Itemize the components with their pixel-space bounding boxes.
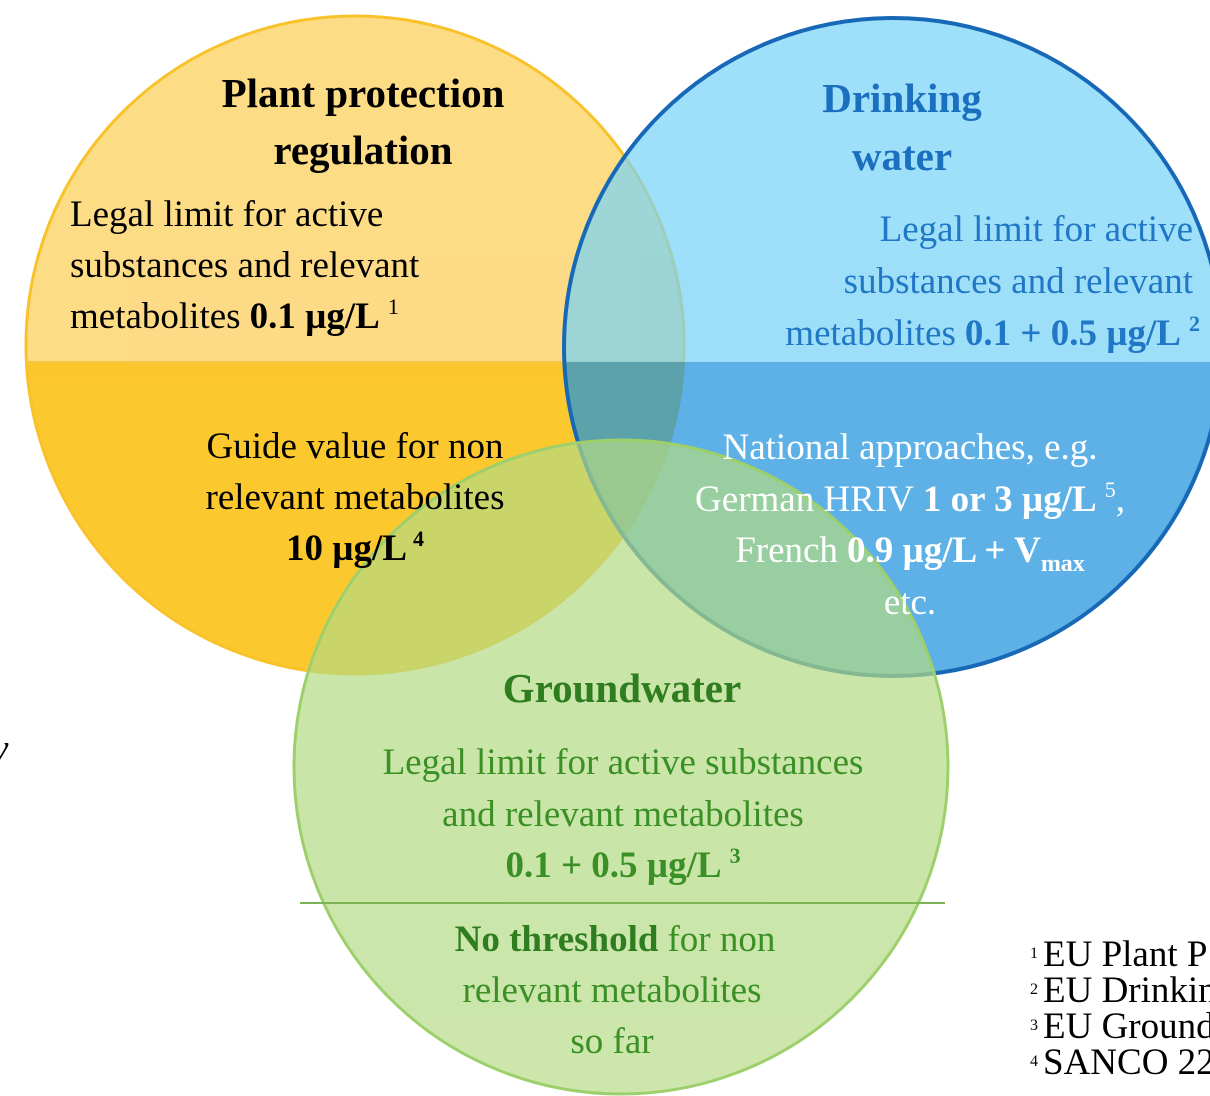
footnote-text: EU Plant P: [1043, 934, 1207, 975]
footnote-text: EU Ground: [1043, 1006, 1210, 1047]
footnote-mark: 4: [1030, 1053, 1038, 1070]
footnote-text: EU Drinkin: [1043, 970, 1210, 1011]
text-line: substances and relevant: [844, 261, 1194, 302]
footnote: 4 SANCO 22: [1030, 1042, 1210, 1083]
footnote-mark: 3: [1030, 1017, 1038, 1034]
bold-text: No threshold: [455, 919, 659, 960]
text-line: Legal limit for active substances: [383, 742, 864, 783]
text-line: relevant metabolites: [206, 477, 505, 518]
footnote-mark: 1: [1030, 945, 1038, 962]
note: 3: [730, 843, 741, 868]
title: Plant protection: [222, 70, 505, 116]
note: 5: [1105, 477, 1116, 502]
text-line: German HRIV 1 or 3 µg/L 5,: [695, 477, 1125, 520]
value: 10 µg/L: [286, 528, 407, 569]
note: 4: [413, 526, 424, 551]
title: water: [852, 133, 952, 179]
text: French: [735, 530, 838, 571]
text-line: Legal limit for active: [70, 194, 383, 235]
value: 0.1 + 0.5 µg/L: [505, 845, 721, 886]
drinking-water-text: Drinking water Legal limit for active su…: [695, 75, 1200, 623]
text: for non: [667, 919, 775, 960]
footnote: 1 EU Plant P: [1030, 934, 1207, 975]
value: 0.1 + 0.5 µg/L: [965, 313, 1181, 354]
value: 1 or 3 µg/L: [923, 479, 1097, 520]
title: Groundwater: [503, 665, 741, 711]
text-line: National approaches, e.g.: [723, 427, 1098, 468]
footnote: 2 EU Drinkin: [1030, 970, 1210, 1011]
text-line: 10 µg/L 4: [286, 526, 424, 569]
text: German HRIV: [695, 479, 914, 520]
groundwater-text: Groundwater Legal limit for active subst…: [383, 665, 864, 1062]
note: 2: [1189, 311, 1200, 336]
text-line: French 0.9 µg/L + Vmax: [735, 530, 1085, 577]
text-line: relevant metabolites: [463, 970, 762, 1011]
text-line: No threshold for non: [455, 919, 776, 960]
text-line: and relevant metabolites: [442, 794, 804, 835]
footnote-mark: 2: [1030, 981, 1038, 998]
footnote: 3 EU Ground: [1030, 1006, 1210, 1047]
text: metabolites: [785, 313, 956, 354]
text-line: metabolites 0.1 µg/L 1: [70, 294, 399, 337]
groundwater-outline: [292, 438, 950, 1096]
stray-letter: y: [0, 728, 9, 769]
title: regulation: [273, 127, 452, 173]
text-line: metabolites 0.1 + 0.5 µg/L 2: [785, 311, 1200, 354]
value: 0.1 µg/L: [250, 296, 380, 337]
footnotes: 1 EU Plant P 2 EU Drinkin 3 EU Ground 4 SANC…: [1030, 934, 1210, 1083]
value: 0.9 µg/L + V: [847, 530, 1041, 571]
text: metabolites: [70, 296, 241, 337]
note: 1: [388, 294, 399, 319]
text-line: etc.: [884, 582, 936, 623]
text-line: 0.1 + 0.5 µg/L 3: [505, 843, 740, 886]
text: ,: [1116, 479, 1125, 520]
text-line: Guide value for non: [207, 426, 504, 467]
title: Drinking: [822, 75, 982, 121]
text-line: so far: [570, 1021, 653, 1062]
footnote-text: SANCO 22: [1043, 1042, 1210, 1083]
subscript: max: [1041, 551, 1085, 577]
text-line: substances and relevant: [70, 245, 420, 286]
national-approaches: National approaches, e.g. German HRIV 1 o…: [695, 427, 1125, 623]
plant-protection-text: Plant protection regulation Legal limit …: [70, 70, 505, 569]
text-line: Legal limit for active: [880, 209, 1193, 250]
